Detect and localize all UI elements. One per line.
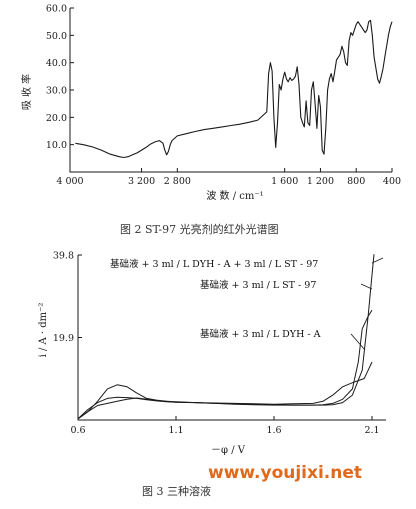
ir-x-tick-label: 1 600 xyxy=(271,176,298,187)
polarization-chart: 19.9 39.8 0.6 1.1 1.6 2.1 i / A · dm⁻² －φ / … xyxy=(38,251,386,456)
ir-y-tick-label: 40.0 xyxy=(46,58,67,69)
ir-y-ticks: 10.0 20.0 30.0 40.0 50.0 60.0 xyxy=(46,4,74,151)
pol-x-tick-label: 2.1 xyxy=(364,425,379,436)
ir-axes-frame xyxy=(69,8,392,173)
ir-y-axis-label: 吸 收 率 xyxy=(20,74,33,110)
series-label-st97: 基础液 + 3 ml / L ST - 97 xyxy=(200,279,316,291)
ir-x-tick-label: 4 000 xyxy=(56,176,83,187)
pol-y-ticks: 19.9 39.8 xyxy=(53,251,82,344)
ir-chart: 10.0 20.0 30.0 40.0 50.0 60.0 4 000 3 200 2 800… xyxy=(20,4,401,237)
series-label-dyh: 基础液 + 3 ml / L DYH - A xyxy=(200,328,321,340)
ir-y-tick-label: 60.0 xyxy=(46,4,67,15)
watermark-text: www.youjixi.net xyxy=(208,463,362,483)
ir-x-tick-label: 400 xyxy=(383,176,401,187)
leader-st97 xyxy=(360,283,373,290)
pol-series-dyh-line xyxy=(77,361,373,420)
ir-x-tick-label: 3 200 xyxy=(128,176,155,187)
ir-x-tick-label: 1 200 xyxy=(307,176,334,187)
pol-series-st97-line xyxy=(77,309,373,420)
pol-series-dyh-st97-line xyxy=(77,254,375,420)
ir-caption: 图 2 ST-97 光亮剂的红外光谱图 xyxy=(120,222,279,236)
pol-x-tick-label: 0.6 xyxy=(70,425,85,436)
pol-x-axis-label: －φ / V xyxy=(211,445,246,456)
ir-x-tick-label: 800 xyxy=(347,176,365,187)
ir-y-tick-label: 20.0 xyxy=(46,113,67,124)
ir-x-axis-label: 波 数 / cm⁻¹ xyxy=(206,189,263,202)
leader-dyh xyxy=(350,333,366,351)
pol-x-tick-label: 1.1 xyxy=(168,425,183,436)
ir-y-tick-label: 50.0 xyxy=(46,31,67,42)
ir-y-tick-label: 10.0 xyxy=(46,140,67,151)
ir-y-tick-label: 30.0 xyxy=(46,86,67,97)
pol-y-axis-label: i / A · dm⁻² xyxy=(38,303,49,358)
pol-x-ticks: 0.6 1.1 1.6 2.1 xyxy=(70,416,380,436)
leader-dyh-st xyxy=(371,257,384,264)
pol-series-lines xyxy=(77,254,375,420)
series-label-dyh-st: 基础液 + 3 ml / L DYH - A + 3 ml / L ST - 9… xyxy=(110,258,318,270)
ir-x-ticks: 4 000 3 200 2 800 1 600 1 200 800 400 xyxy=(56,168,401,187)
pol-x-tick-label: 1.6 xyxy=(266,425,281,436)
pol-y-tick-label: 19.9 xyxy=(53,333,74,344)
pol-y-tick-label: 39.8 xyxy=(53,251,74,262)
ir-x-tick-label: 2 800 xyxy=(164,176,191,187)
pol-caption: 图 3 三种溶液 xyxy=(142,484,211,498)
ir-spectrum-line xyxy=(75,19,393,159)
